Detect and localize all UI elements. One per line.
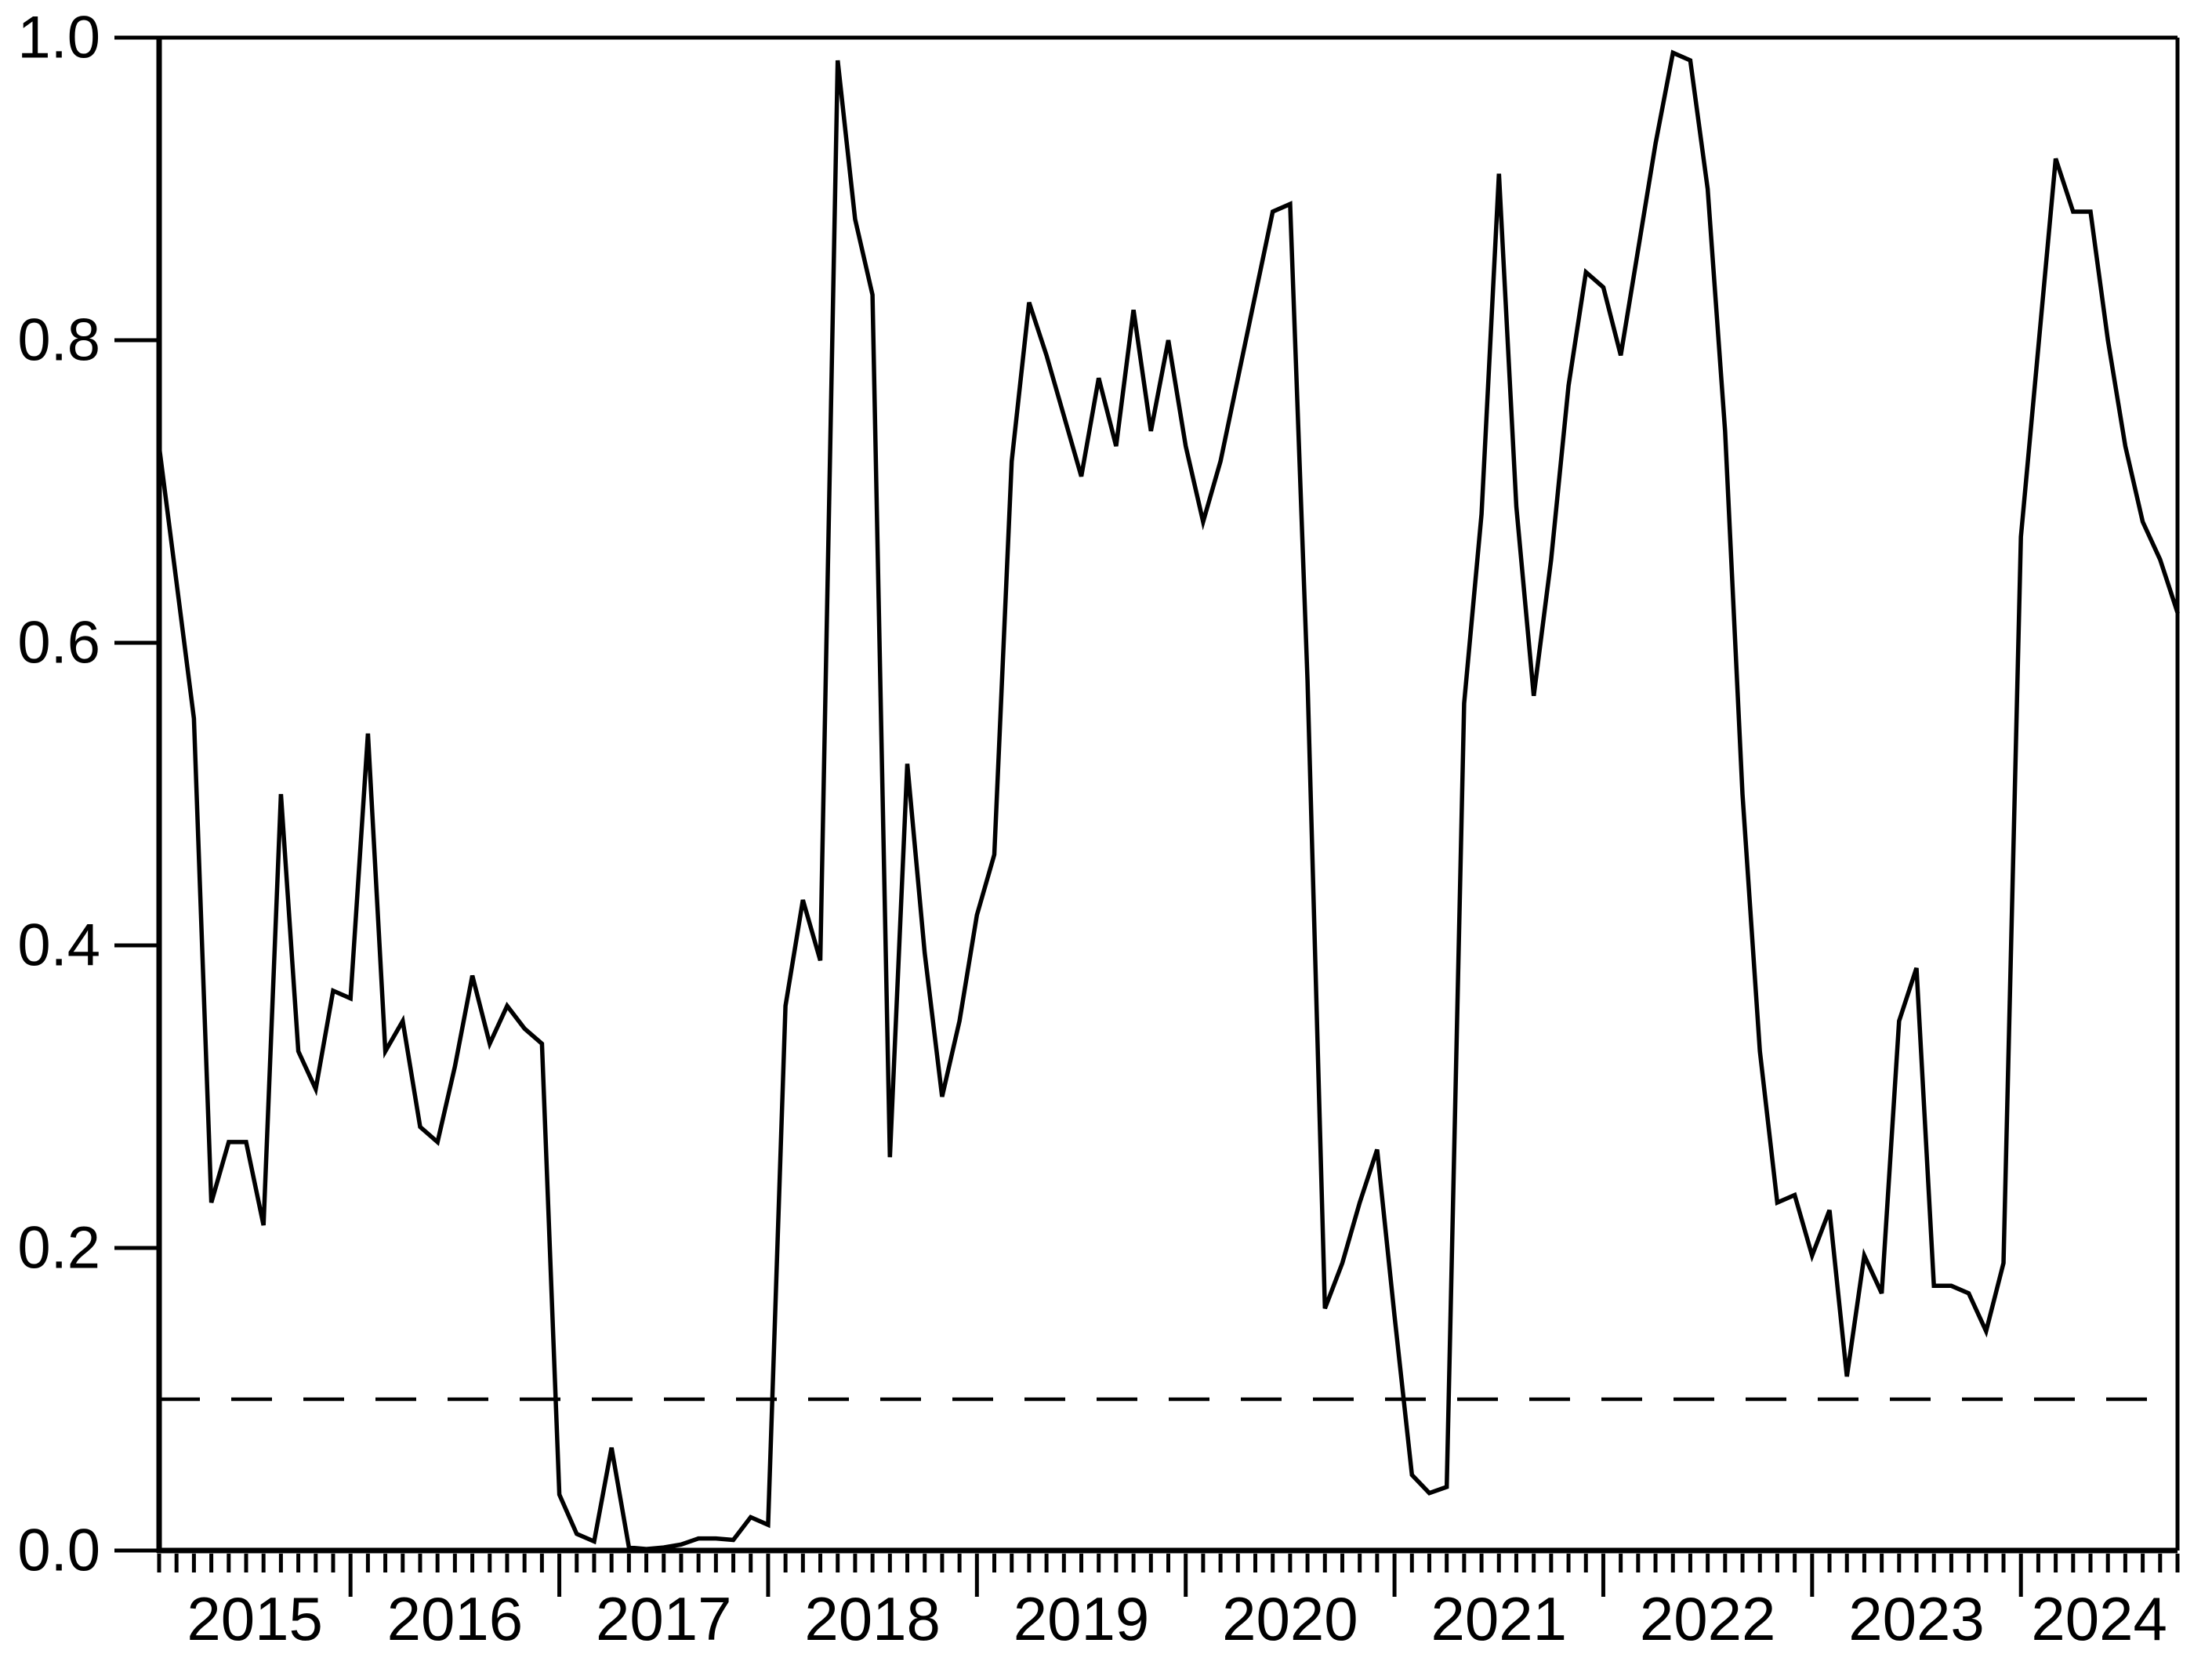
- x-axis-year-label: 2020: [1222, 1584, 1358, 1653]
- probability-series-line: [157, 49, 2180, 1551]
- x-axis-year-label: 2022: [1640, 1584, 1776, 1653]
- y-axis-tick-label: 0.2: [17, 1215, 100, 1282]
- y-axis-tick-label: 0.0: [17, 1518, 100, 1584]
- x-axis-year-label: 2017: [596, 1584, 732, 1653]
- x-axis-year-label: 2019: [1014, 1584, 1150, 1653]
- x-axis-year-label: 2023: [1848, 1584, 1985, 1653]
- x-axis-year-label: 2024: [2031, 1584, 2167, 1653]
- x-axis-year-label: 2016: [387, 1584, 524, 1653]
- y-axis-tick-label: 1.0: [17, 5, 100, 71]
- x-axis-year-label: 2015: [187, 1584, 323, 1653]
- y-axis-tick-label: 0.8: [17, 307, 100, 374]
- x-axis-year-label: 2021: [1431, 1584, 1568, 1653]
- y-axis-tick-label: 0.4: [17, 912, 100, 979]
- x-axis-year-label: 2018: [804, 1584, 941, 1653]
- y-axis-tick-label: 0.6: [17, 610, 100, 676]
